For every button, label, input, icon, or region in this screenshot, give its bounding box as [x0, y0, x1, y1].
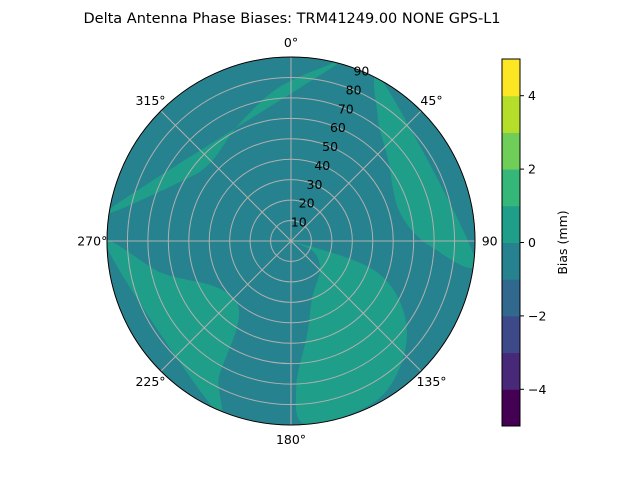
- radial-tick-label: 90: [353, 64, 369, 79]
- colorbar-tick-label: −4: [528, 382, 546, 397]
- radial-tick-label: 20: [299, 196, 315, 211]
- colorbar-level: [502, 169, 520, 207]
- radial-tick-label: 10: [291, 215, 307, 230]
- angular-tick-label: 225°: [135, 374, 165, 389]
- colorbar-level: [502, 205, 520, 243]
- angular-tick-label: 270°: [77, 234, 107, 249]
- colorbar-tick-label: −2: [528, 308, 546, 323]
- colorbar-level: [502, 59, 520, 97]
- colorbar-tick-label: 4: [528, 88, 536, 103]
- radial-tick-label: 80: [346, 82, 362, 97]
- angular-tick-label: 135°: [416, 374, 446, 389]
- angular-tick-label: 315°: [135, 93, 165, 108]
- colorbar-level: [502, 352, 520, 390]
- angular-tick-label: 180°: [276, 432, 306, 447]
- colorbar-tick-label: 0: [528, 235, 536, 250]
- radial-tick-label: 40: [314, 158, 330, 173]
- colorbar-level: [502, 389, 520, 427]
- bias-region-3: [288, 240, 408, 425]
- radial-tick-label: 60: [330, 120, 346, 135]
- radial-tick-label: 70: [338, 101, 354, 116]
- colorbar: −4 −2 0 2 4 Bias (mm): [501, 58, 570, 427]
- colorbar-level: [502, 132, 520, 170]
- bias-region-4: [107, 240, 240, 415]
- angular-tick-label: 0°: [284, 35, 298, 50]
- radial-tick-label: 30: [307, 177, 323, 192]
- chart-title: Delta Antenna Phase Biases: TRM41249.00 …: [83, 11, 500, 27]
- bias-region-1: [107, 57, 355, 215]
- angular-gridline: [290, 240, 422, 372]
- polar-plot-area: 0° 45° 90 135° 180° 225° 270° 315° 10 20 30 40 50 60 7…: [77, 35, 497, 447]
- polar-frame: [106, 56, 476, 426]
- angular-tick-label: 90: [482, 234, 498, 249]
- angular-gridline: [160, 110, 292, 242]
- colorbar-tick-label: 2: [528, 162, 536, 177]
- angular-gridline: [160, 240, 292, 372]
- colorbar-level: [502, 279, 520, 317]
- colorbar-level: [502, 315, 520, 354]
- angular-gridline: [290, 110, 422, 242]
- bias-region-2: [373, 75, 475, 269]
- angular-tick-label: 45°: [420, 93, 442, 108]
- colorbar-level: [502, 95, 520, 133]
- radial-tick-label: 50: [322, 139, 338, 154]
- colorbar-label: Bias (mm): [555, 210, 570, 274]
- colorbar-level: [502, 242, 520, 280]
